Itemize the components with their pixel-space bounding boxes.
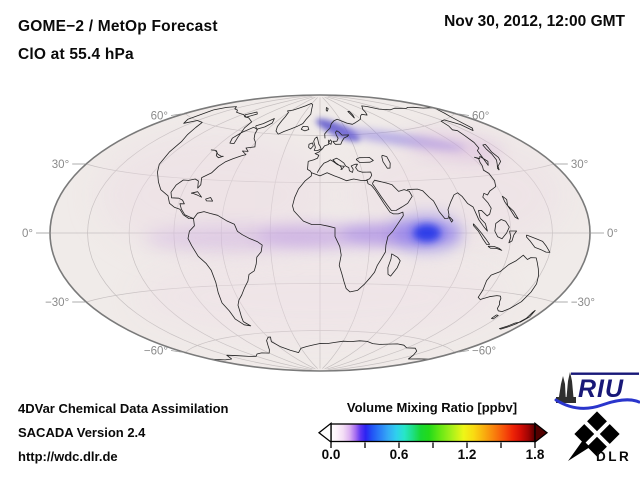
coastline xyxy=(407,107,497,232)
coastline xyxy=(347,110,355,119)
colorbar-left-arrow xyxy=(317,421,332,444)
coastline xyxy=(372,179,413,211)
dlr-logo: DLR xyxy=(568,411,631,464)
colorbar-ticks xyxy=(330,442,536,448)
lat-label: 30° xyxy=(571,159,588,171)
footer-credits: 4DVar Chemical Data Assimilation SACADA … xyxy=(18,397,229,469)
lat-label: 0° xyxy=(22,228,33,240)
lat-label: 30° xyxy=(52,159,69,171)
lat-label: −60° xyxy=(144,346,168,358)
coastline xyxy=(255,118,275,130)
coastline xyxy=(508,230,517,244)
title-line1: GOME−2 / MetOp Forecast xyxy=(18,18,218,35)
coastline xyxy=(499,309,536,330)
coastline xyxy=(332,130,350,145)
cathedral-icon xyxy=(556,372,576,403)
dlr-emblem-icon xyxy=(568,411,620,461)
coastline xyxy=(307,161,312,173)
lat-label: −30° xyxy=(45,297,69,309)
riu-logo-text: RIU xyxy=(578,375,624,403)
graticule-meridian xyxy=(329,95,553,371)
lat-label: 60° xyxy=(472,110,489,122)
coastline xyxy=(205,197,213,202)
coastline xyxy=(381,154,391,169)
coastline xyxy=(526,234,551,253)
indian-ocean-plume-core xyxy=(413,224,441,242)
datetime-label: Nov 30, 2012, 12:00 GMT xyxy=(444,13,625,30)
footer-line2: SACADA Version 2.4 xyxy=(18,425,146,440)
lat-label-tick xyxy=(455,350,470,353)
coastline xyxy=(292,172,404,293)
colorbar-right-arrow xyxy=(534,421,549,444)
coastline xyxy=(308,139,330,162)
riu-logo: RIU xyxy=(554,372,640,410)
coastline xyxy=(501,195,519,220)
riu-overline xyxy=(571,372,639,375)
coastline xyxy=(324,118,341,139)
colorbar-title: Volume Mixing Ratio [ppbv] xyxy=(346,400,518,415)
coastline xyxy=(210,336,430,361)
footer-line1: 4DVar Chemical Data Assimilation xyxy=(18,401,229,416)
coastline xyxy=(472,223,490,245)
coastline xyxy=(482,144,501,171)
coastline xyxy=(325,107,329,112)
lat-label: −60° xyxy=(472,346,496,358)
coastline xyxy=(387,253,401,277)
colorbar-tick-label: 0.0 xyxy=(321,447,341,462)
coastline xyxy=(191,191,202,198)
coastline xyxy=(157,109,214,219)
coastline xyxy=(308,142,314,150)
colorbar-tick-label: 0.6 xyxy=(389,447,409,462)
coastline xyxy=(487,245,503,251)
coastline xyxy=(210,149,224,159)
lat-label: 0° xyxy=(607,228,618,240)
coastline xyxy=(300,126,310,132)
coastline xyxy=(313,136,322,151)
lat-label-tick xyxy=(170,113,185,116)
coastline xyxy=(275,103,314,135)
scandinavia-plume-tail xyxy=(407,132,503,162)
coastline xyxy=(355,157,374,163)
coastline xyxy=(328,139,332,145)
coastline xyxy=(477,254,539,312)
haze-south xyxy=(135,255,505,339)
title-line2: ClO at 55.4 hPa xyxy=(18,46,134,63)
coastline xyxy=(494,219,510,240)
map-globe-border xyxy=(49,94,591,372)
coastline xyxy=(187,211,263,327)
colorbar-tick-label: 1.2 xyxy=(457,447,477,462)
latitude-labels: 60° 60° 30° 30° 0° 0° −30° −30° −60° −60° xyxy=(22,110,618,357)
coastline xyxy=(244,111,258,118)
coastline xyxy=(316,157,373,181)
colorbar xyxy=(317,421,549,448)
dlr-logo-text: DLR xyxy=(596,449,631,464)
lat-label-tick xyxy=(170,350,185,353)
lat-label: 60° xyxy=(151,110,168,122)
page-title: GOME−2 / MetOp Forecast ClO at 55.4 hPa xyxy=(18,13,218,69)
graticule-meridian xyxy=(87,95,311,371)
coastline xyxy=(491,314,499,320)
coastline xyxy=(448,216,454,223)
haze-west xyxy=(100,135,330,255)
footer-url: http://wdc.dlr.de xyxy=(18,449,118,464)
data-overlay xyxy=(100,118,565,339)
riu-wave-icon xyxy=(554,398,640,410)
colorbar-gradient xyxy=(330,423,536,443)
colorbar-tick-label: 1.8 xyxy=(525,447,545,462)
coastline xyxy=(340,105,435,125)
lat-label: −30° xyxy=(571,297,595,309)
lat-label-tick xyxy=(455,113,470,116)
coastlines xyxy=(157,103,551,361)
